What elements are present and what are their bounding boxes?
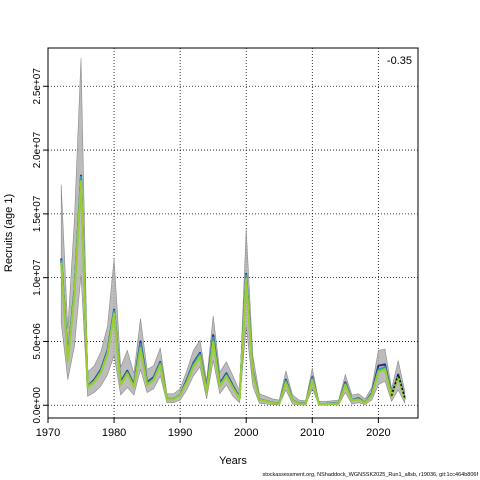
x-tick-label: 2010 [300,427,324,439]
axes: 1970 1980 1990 2000 2010 2020 0.0e+00 5.0e+06 1.… [32,68,391,439]
x-tick-label: 1990 [168,427,192,439]
y-tick-label: 2.0e+07 [32,131,43,168]
x-tick-label: 1980 [102,427,126,439]
footer-caption: stockassessment.org, NShaddock_WGNSSK202… [262,472,478,478]
confidence-band [60,58,406,406]
x-tick-label: 2020 [366,427,390,439]
y-tick-label: 5.0e+06 [32,323,43,360]
x-tick-label: 2000 [234,427,258,439]
series-line-5 [60,181,406,406]
x-tick-label: 1970 [36,427,60,439]
y-tick-label: 0.0e+00 [32,387,43,424]
y-tick-label: 2.5e+07 [32,68,43,105]
y-axis-label: Recruits (age 1) [3,194,15,272]
correlation-annotation: -0.35 [387,55,412,67]
x-axis-label: Years [219,455,247,467]
y-tick-label: 1.5e+07 [32,195,43,232]
series-lines [60,174,406,406]
confidence-band-area [60,58,406,406]
y-tick-label: 1.0e+07 [32,259,43,296]
